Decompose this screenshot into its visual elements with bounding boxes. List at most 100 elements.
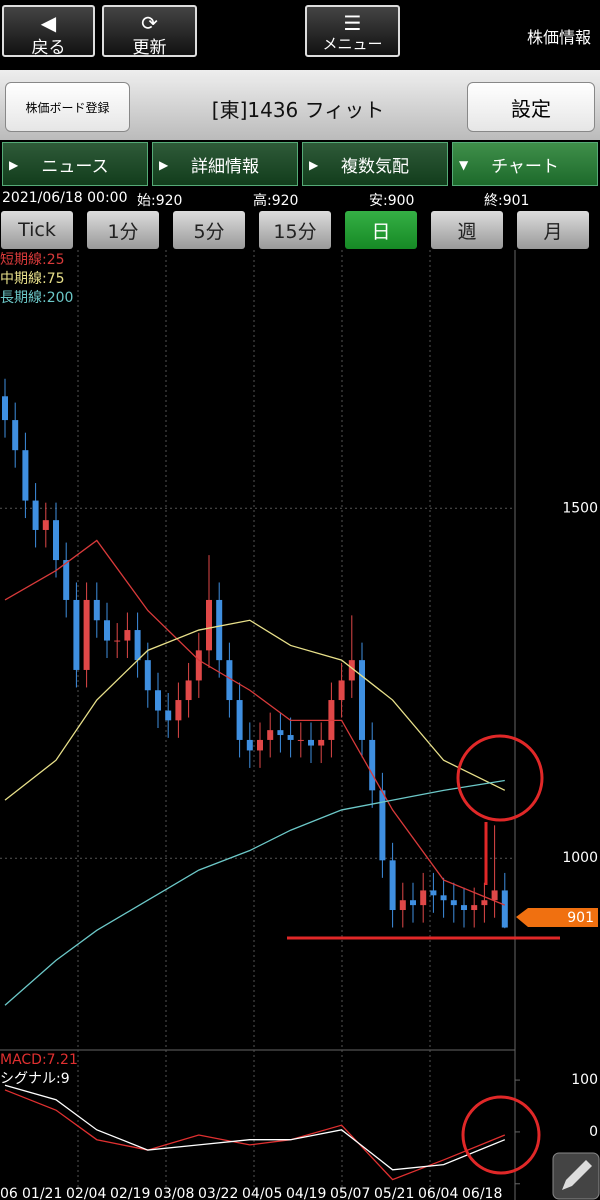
legend-entry: MACD:7.21 bbox=[0, 1052, 78, 1068]
tab-arrow: ▶ bbox=[9, 158, 19, 172]
candle-body bbox=[175, 700, 182, 721]
x-tick-label: 04/05 bbox=[242, 1186, 282, 1200]
x-tick-label: 02/04 bbox=[66, 1186, 106, 1200]
candle-body bbox=[104, 620, 110, 641]
x-tick-label: 05/07 bbox=[330, 1186, 370, 1200]
tab[interactable]: ▶ ニュース bbox=[2, 142, 148, 186]
candle-body bbox=[63, 560, 70, 600]
x-tick-label: 02/19 bbox=[110, 1186, 150, 1200]
register-button[interactable]: 株価ボード登録 bbox=[5, 82, 130, 132]
x-tick-label: 06 bbox=[0, 1186, 18, 1200]
tab-arrow: ▼ bbox=[459, 158, 469, 172]
timeframe-button[interactable]: Tick bbox=[1, 211, 73, 249]
indicator-line bbox=[4, 1084, 506, 1171]
x-tick-label: 03/08 bbox=[154, 1186, 194, 1200]
candle-body bbox=[440, 895, 447, 901]
legend-entry: シグナル:9 bbox=[0, 1071, 70, 1087]
tab-label: 複数気配 bbox=[341, 156, 409, 177]
candle-body bbox=[144, 660, 151, 691]
candle-body bbox=[389, 860, 396, 911]
candle-body bbox=[134, 630, 141, 661]
candle-body bbox=[124, 630, 131, 641]
settings-button[interactable]: 設定 bbox=[467, 82, 595, 132]
tab-arrow: ▶ bbox=[159, 158, 169, 172]
moving-average bbox=[4, 619, 506, 801]
candle-body bbox=[399, 900, 406, 911]
moving-average bbox=[4, 779, 505, 1006]
y-tick-label: 100 bbox=[571, 1072, 598, 1088]
tab[interactable]: ▶ 詳細情報 bbox=[152, 142, 298, 186]
x-tick-label: 01/21 bbox=[22, 1186, 62, 1200]
quote-low: 安:900 bbox=[369, 193, 415, 209]
candle-body bbox=[226, 660, 233, 701]
moving-average bbox=[4, 539, 506, 906]
x-tick-label: 05/21 bbox=[374, 1186, 414, 1200]
candle-body bbox=[185, 680, 192, 701]
candle-body bbox=[83, 599, 90, 670]
timeframe-button[interactable]: 日 bbox=[345, 211, 417, 249]
quote-open: 始:920 bbox=[137, 193, 183, 209]
candle-body bbox=[12, 420, 19, 451]
y-tick-label: 0 bbox=[589, 1124, 598, 1140]
x-tick-label: 06/18 bbox=[462, 1186, 502, 1200]
candle-body bbox=[53, 520, 59, 561]
timeframe-button[interactable]: 1分 bbox=[87, 211, 159, 249]
candle-body bbox=[297, 739, 304, 741]
candle-body bbox=[348, 660, 355, 681]
y-tick-label: -100 bbox=[566, 1176, 598, 1192]
timeframe-button[interactable]: 5分 bbox=[173, 211, 245, 249]
tab[interactable]: ▶ 複数気配 bbox=[302, 142, 448, 186]
candle-body bbox=[32, 500, 39, 530]
candle-body bbox=[114, 640, 121, 642]
candle-body bbox=[338, 680, 345, 701]
timeframe-button[interactable]: 週 bbox=[431, 211, 503, 249]
candle-body bbox=[491, 890, 498, 901]
refresh-button[interactable]: ⟳ 更新 bbox=[102, 5, 197, 58]
candle-body bbox=[257, 739, 263, 751]
stock-name: [東]1436 フィット bbox=[211, 98, 385, 122]
legend-entry: 中期線:75 bbox=[0, 271, 65, 287]
candle-body bbox=[501, 890, 508, 928]
timeframe-button[interactable]: 月 bbox=[517, 211, 589, 249]
candle-body bbox=[287, 735, 294, 740]
price-tag bbox=[516, 908, 598, 927]
legend-entry: 短期線:25 bbox=[0, 252, 65, 268]
timeframe-button[interactable]: 15分 bbox=[259, 211, 331, 249]
x-tick-label: 06/04 bbox=[418, 1186, 458, 1200]
candle-body bbox=[246, 739, 253, 751]
candle-body bbox=[216, 599, 223, 661]
x-tick-label: 04/19 bbox=[286, 1186, 326, 1200]
y-tick-label: 1000 bbox=[562, 850, 598, 866]
v-grid bbox=[77, 250, 431, 1200]
candle-body bbox=[165, 710, 172, 721]
candle-body bbox=[2, 396, 8, 421]
tab-label: チャート bbox=[491, 156, 559, 177]
back-button[interactable]: ◀ 戻る bbox=[2, 5, 95, 58]
quote-high: 高:920 bbox=[253, 193, 299, 209]
page-title: 株価情報 bbox=[527, 28, 592, 47]
tab-label: 詳細情報 bbox=[191, 156, 259, 177]
candle-body bbox=[155, 690, 161, 711]
legend-entry: 長期線:200 bbox=[0, 290, 73, 306]
candle-body bbox=[420, 890, 427, 906]
candle-body bbox=[318, 739, 325, 746]
candle-body bbox=[410, 900, 416, 906]
candle-body bbox=[73, 599, 80, 670]
candle-body bbox=[369, 739, 376, 791]
candle-body bbox=[22, 450, 29, 501]
quote-datetime: 2021/06/18 00:00 bbox=[2, 190, 128, 206]
menu-button[interactable]: ☰ メニュー bbox=[305, 5, 400, 57]
stock-bar: 株価ボード登録 [東]1436 フィット 設定 bbox=[0, 70, 600, 140]
tab-arrow: ▶ bbox=[309, 158, 319, 172]
price-tag-label: 901 bbox=[567, 910, 594, 926]
candle-body bbox=[42, 520, 49, 530]
tab-label: ニュース bbox=[41, 156, 109, 177]
candle-body bbox=[450, 900, 457, 906]
candle-body bbox=[93, 599, 100, 621]
candle-body bbox=[277, 730, 284, 736]
candle-body bbox=[236, 700, 243, 740]
x-tick-label: 03/22 bbox=[198, 1186, 238, 1200]
quote-close: 終:901 bbox=[484, 193, 530, 209]
tab[interactable]: ▼ チャート bbox=[452, 142, 598, 186]
